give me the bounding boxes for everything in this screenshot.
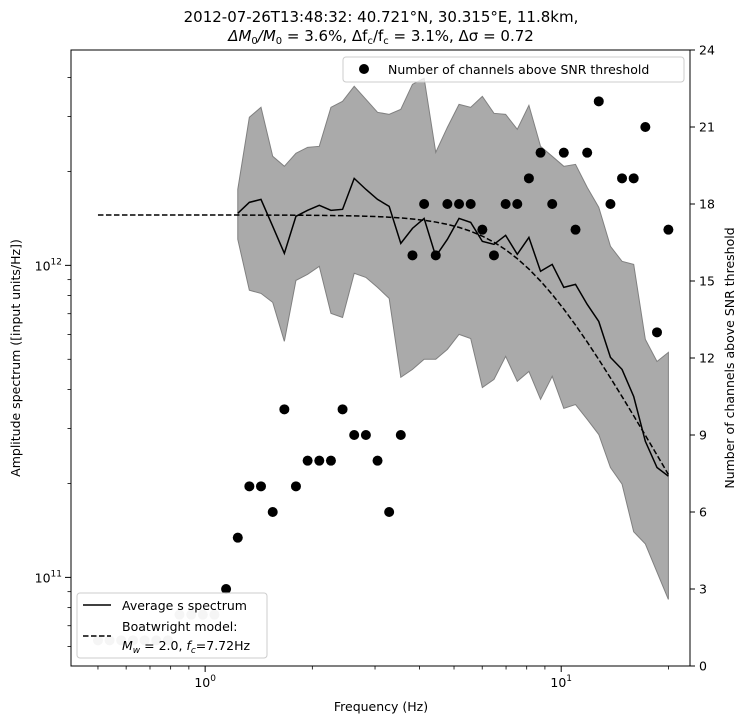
tick-exponent: 1 [566,674,572,684]
snr-point [325,455,336,466]
snr-point [488,250,499,261]
snr-point [349,430,360,440]
snr-point [302,455,313,466]
x-tick-label: 100 [194,674,216,690]
mw-value: = 2.0, [140,638,186,653]
y2-tick-label: 0 [699,659,707,674]
snr-point [651,327,662,338]
y-tick-label: 1012 [35,257,62,273]
y2-tick-label: 18 [699,197,715,212]
snr-point [605,199,616,209]
title-part: = 3.1%, Δσ = 0.72 [389,27,534,45]
title-part: = 3.6%, Δf [282,27,368,45]
fc-value: =7.72Hz [196,638,251,653]
snr-point [582,147,593,158]
x-axis-label: Frequency (Hz) [334,699,428,714]
legend-spectrum: Average s spectrum Boatwright model: Mw … [76,592,268,659]
y2-axis-label: Number of channels above SNR threshold [722,227,737,488]
tick-base: 10 [35,258,51,273]
y2-tick-label: 9 [699,428,707,443]
snr-point [617,173,628,184]
snr-point [314,455,325,466]
title-part: c [383,36,389,47]
snr-point [442,199,453,209]
y2-tick-label: 3 [699,582,707,597]
y2-tick-label: 24 [699,43,715,58]
snr-point [593,96,604,107]
y2-tick-label: 21 [699,120,715,135]
snr-point [290,481,301,492]
mw-subscript: w [133,646,141,656]
chart-title-line1: 2012-07-26T13:48:32: 40.721°N, 30.315°E,… [184,8,579,26]
title-part: /M [256,27,276,45]
snr-point [512,199,523,209]
title-part: c [367,36,373,47]
snr-point [558,147,569,158]
snr-point [523,173,534,184]
tick-exponent: 0 [210,674,216,684]
snr-point [279,404,290,415]
tick-base: 10 [194,675,210,690]
tick-exponent: 11 [51,569,62,579]
snr-point [500,199,511,209]
legend-marker-dot [359,64,369,74]
snr-point [477,224,488,235]
tick-base: 10 [35,570,51,585]
snr-point [430,250,441,261]
y2-tick-label: 6 [699,505,707,520]
snr-point [628,173,639,184]
snr-point [384,507,395,517]
chart-title-line2: ΔM0/M0 = 3.6%, Δfc/fc = 3.1%, Δσ = 0.72 [227,27,534,47]
snr-point [640,122,651,132]
snr-point [232,532,243,543]
tick-exponent: 12 [51,257,62,267]
mw-symbol: M [122,638,133,653]
model-line [97,214,670,475]
snr-point [221,584,232,594]
snr-point [419,199,430,209]
snr-point [547,199,558,209]
snr-point [255,481,266,492]
snr-point [360,430,371,440]
fc-subscript: c [191,646,196,656]
y-tick-label: 1011 [35,569,62,585]
y-axis-label: Amplitude spectrum ([input units/Hz]) [8,239,23,477]
snr-point [535,147,546,158]
legend-label-model-line2: Mw = 2.0, fc=7.72Hz [122,638,250,656]
legend-snr: Number of channels above SNR threshold [342,56,685,83]
legend-box [342,56,685,83]
snr-point [663,224,674,235]
snr-point [267,507,278,517]
x-tick-label: 101 [550,674,572,690]
tick-base: 10 [550,675,566,690]
fc-symbol: f [186,638,192,653]
title-part: ΔM [227,27,251,45]
snr-point [407,250,418,261]
legend-label-model-line1: Boatwright model: [122,619,238,634]
y2-tick-label: 12 [699,351,715,366]
title-part: 0 [251,36,257,47]
average-spectrum-line [237,177,669,477]
title-part: 0 [276,36,282,47]
snr-point [337,404,348,415]
snr-point [570,224,581,235]
legend-box [76,592,268,659]
snr-point [372,455,383,466]
snr-point [465,199,476,209]
title-part: /f [373,27,384,45]
snr-point [454,199,465,209]
snr-point [244,481,255,492]
snr-point [395,430,406,440]
y2-tick-label: 15 [699,274,715,289]
std-band [237,77,669,600]
legend-label-average: Average s spectrum [122,598,247,613]
legend-label-snr: Number of channels above SNR threshold [388,62,649,77]
